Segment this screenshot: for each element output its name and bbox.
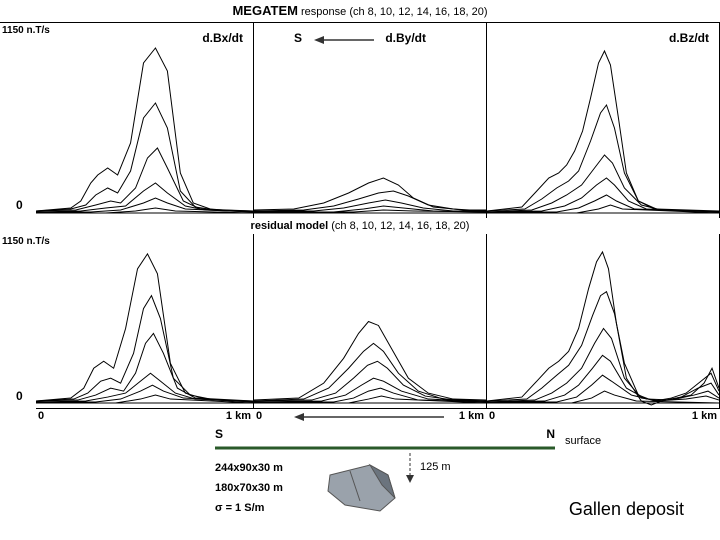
row-residual: 1150 n.T/s 0 0 1 km 0 1 km 0 1 km — [36, 234, 720, 409]
curves-dby — [254, 23, 486, 218]
zero-label: 0 — [16, 389, 23, 403]
x-right: 1 km — [692, 410, 717, 422]
x-zero: 0 — [38, 410, 44, 422]
x-right: 1 km — [459, 410, 484, 422]
curves-dbx-res — [36, 234, 253, 408]
dim-a: 244x90x30 m — [215, 462, 283, 474]
panel-dby-res: 0 1 km — [254, 234, 487, 409]
compass-s: S — [215, 427, 223, 441]
curves-dbx — [36, 23, 253, 218]
panel-dbx-res: 0 1 km — [36, 234, 254, 409]
title-bar: MEGATEM response (ch 8, 10, 12, 14, 16, … — [0, 0, 720, 23]
zero-label: 0 — [16, 198, 23, 212]
surface-line — [215, 446, 555, 450]
panel-dbz: d.Bz/dt — [487, 23, 720, 218]
title-channels: (ch 8, 10, 12, 14, 16, 18, 20) — [346, 6, 487, 18]
curves-dby-res — [254, 234, 486, 408]
subtitle-bold: residual model — [251, 220, 329, 232]
body-3d-icon — [310, 453, 450, 523]
panel-dby: S d.By/dt — [254, 23, 487, 218]
title-main: MEGATEM — [232, 3, 297, 18]
panel-dbz-res: 0 1 km — [487, 234, 720, 409]
compass-n: N — [546, 427, 555, 441]
x-zero: 0 — [489, 410, 495, 422]
deposit-label: Gallen deposit — [563, 497, 690, 522]
curves-dbz — [487, 23, 719, 218]
dim-sigma: σ = 1 S/m — [215, 502, 264, 514]
subtitle-residual: residual model (ch 8, 10, 12, 14, 16, 18… — [0, 218, 720, 234]
surface-label: surface — [565, 435, 601, 447]
dim-b: 180x70x30 m — [215, 482, 283, 494]
panel-dbx: d.Bx/dt — [36, 23, 254, 218]
x-right: 1 km — [226, 410, 251, 422]
title-suffix: response — [298, 6, 346, 18]
x-zero: 0 — [256, 410, 262, 422]
arrow-left-icon — [294, 412, 444, 422]
sn-row: S N — [215, 427, 555, 441]
row-megatem: 1150 n.T/s 0 d.Bx/dt S d.By/dt d.Bz/dt — [36, 23, 720, 218]
subtitle-suffix: (ch 8, 10, 12, 14, 16, 18, 20) — [328, 220, 469, 232]
curves-dbz-res — [487, 234, 719, 408]
